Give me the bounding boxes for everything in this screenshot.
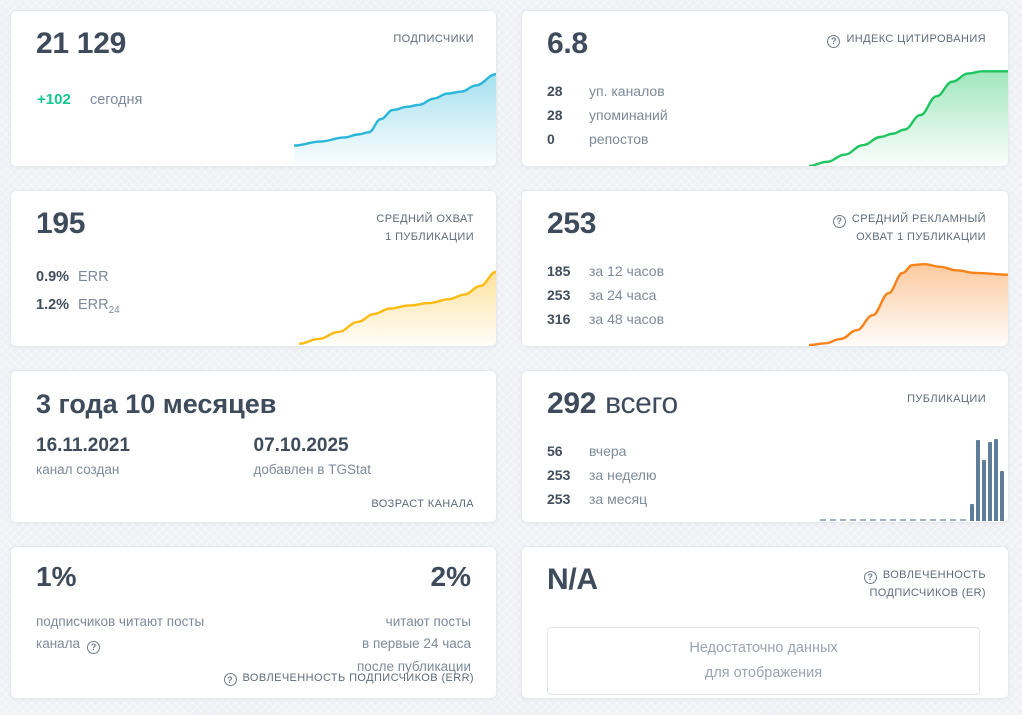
subscribers-delta-row: +102 сегодня — [37, 91, 142, 108]
card-citation-index-title: ? ИНДЕКС ЦИТИРОВАНИЯ — [827, 31, 986, 49]
avg-reach-sparkline-chart — [299, 268, 496, 346]
stat-mentioning-channels: 28 уп. каналов — [547, 83, 665, 99]
citation-index-value: 6.8 — [547, 27, 588, 60]
channel-created-date: 16.11.2021 — [36, 435, 131, 456]
publications-stats: 56 вчера 253 за неделю 253 за месяц — [547, 443, 656, 515]
publications-total-suffix: всего — [605, 387, 678, 420]
stat-reach-24h: 253 за 24 часа — [547, 287, 657, 303]
card-avg-ad-reach-title: ? СРЕДНИЙ РЕКЛАМНЫЙ ОХВАТ 1 ПУБЛИКАЦИИ — [832, 211, 986, 246]
card-citation-index-title-text: ИНДЕКС ЦИТИРОВАНИЯ — [846, 33, 986, 45]
card-er: ? ВОВЛЕЧЕННОСТЬ ПОДПИСЧИКОВ (ER) N/A Недо… — [521, 546, 1009, 699]
stat-pubs-week: 253 за неделю — [547, 467, 657, 483]
channel-added: 07.10.2025 добавлен в TGStat — [254, 435, 472, 477]
stat-reach-12h: 185 за 12 часов — [547, 263, 665, 279]
err-value: 1% — [36, 561, 77, 592]
card-subscribers-title-text: ПОДПИСЧИКИ — [393, 33, 474, 45]
avg-ad-reach-stats: 185 за 12 часов 253 за 24 часа 316 за 48… — [547, 263, 664, 335]
help-icon[interactable]: ? — [863, 570, 877, 584]
publication-bar — [988, 442, 992, 521]
publication-bar — [994, 439, 998, 521]
err24-value: 2% — [430, 561, 471, 592]
card-subscribers-title: ПОДПИСЧИКИ — [393, 31, 474, 49]
publication-bar — [1000, 470, 1004, 521]
channel-created-label: канал создан — [36, 462, 120, 477]
card-avg-reach: СРЕДНИЙ ОХВАТ 1 ПУБЛИКАЦИИ 195 0.9% ERR … — [10, 190, 497, 347]
publications-total: 292 всего — [547, 387, 678, 420]
channel-added-label: добавлен в TGStat — [253, 462, 371, 477]
help-icon[interactable]: ? — [223, 673, 237, 686]
citation-index-stats: 28 уп. каналов 28 упоминаний 0 репостов — [547, 83, 668, 155]
stat-reach-48h: 316 за 48 часов — [547, 311, 665, 327]
er-no-data-placeholder: Недостаточно данных для отображения — [547, 627, 980, 695]
publications-baseline — [820, 519, 966, 521]
card-subscribers: ПОДПИСЧИКИ 21 129 +102 сегодня — [10, 10, 497, 167]
avg-ad-reach-value: 253 — [547, 207, 597, 240]
avg-reach-value: 195 — [36, 207, 86, 240]
card-publications-title-text: ПУБЛИКАЦИИ — [907, 393, 986, 405]
citation-index-sparkline-chart — [809, 62, 1008, 166]
avg-reach-stats: 0.9% ERR 1.2% ERR24 — [36, 269, 120, 330]
channel-age-dates: 16.11.2021 канал создан 07.10.2025 добав… — [36, 435, 471, 477]
stat-pubs-yesterday: 56 вчера — [547, 443, 627, 459]
card-er-title-line1: ВОВЛЕЧЕННОСТЬ — [882, 569, 986, 581]
err-description: подписчиков читают посты канала? — [36, 614, 205, 655]
card-avg-ad-reach-title-line1: СРЕДНИЙ РЕКЛАМНЫЙ — [851, 213, 986, 225]
card-avg-ad-reach-title-line2: ОХВАТ 1 ПУБЛИКАЦИИ — [856, 230, 986, 243]
publications-bar-chart — [970, 439, 1004, 521]
card-avg-reach-title-line1: СРЕДНИЙ ОХВАТ — [376, 213, 474, 225]
er-value: N/A — [547, 563, 598, 596]
help-icon[interactable]: ? — [827, 34, 841, 48]
stat-err: 0.9% ERR — [36, 269, 109, 285]
err24-description: читают посты в первые 24 часа после публ… — [357, 614, 471, 674]
channel-age-value: 3 года 10 месяцев — [36, 389, 277, 419]
channel-added-date: 07.10.2025 — [253, 435, 349, 456]
card-publications-title: ПУБЛИКАЦИИ — [907, 391, 986, 409]
publication-bar — [976, 439, 980, 521]
subscribers-delta: +102 — [37, 91, 71, 108]
stat-pubs-month: 253 за месяц — [547, 491, 648, 507]
subscribers-delta-label: сегодня — [89, 92, 143, 108]
card-avg-ad-reach: ? СРЕДНИЙ РЕКЛАМНЫЙ ОХВАТ 1 ПУБЛИКАЦИИ 25… — [521, 190, 1009, 347]
card-avg-reach-title-line2: 1 ПУБЛИКАЦИИ — [385, 230, 474, 243]
subscribers-count: 21 129 — [36, 27, 126, 60]
card-er-title-line2: ПОДПИСЧИКОВ (ER) — [869, 586, 986, 599]
card-avg-reach-title: СРЕДНИЙ ОХВАТ 1 ПУБЛИКАЦИИ — [376, 211, 474, 246]
card-er-title: ? ВОВЛЕЧЕННОСТЬ ПОДПИСЧИКОВ (ER) — [863, 567, 986, 602]
stat-reposts: 0 репостов — [547, 131, 649, 147]
stat-mentions: 28 упоминаний — [547, 107, 668, 123]
avg-ad-reach-sparkline-chart — [809, 258, 1008, 346]
card-err: 1% 2% подписчиков читают посты канала? ч… — [10, 546, 497, 699]
channel-created: 16.11.2021 канал создан — [36, 435, 254, 477]
card-channel-age: 3 года 10 месяцев 16.11.2021 канал созда… — [10, 370, 497, 523]
channel-age-footer: ВОЗРАСТ КАНАЛА — [371, 498, 474, 510]
help-icon[interactable]: ? — [832, 214, 846, 228]
publication-bar — [982, 460, 986, 521]
publication-bar — [970, 503, 974, 521]
subscribers-sparkline-chart — [294, 64, 496, 166]
stat-err24: 1.2% ERR24 — [36, 297, 120, 316]
err-footer: ? ВОВЛЕЧЕННОСТЬ ПОДПИСЧИКОВ (ERR) — [223, 672, 474, 686]
help-icon[interactable]: ? — [87, 641, 101, 655]
card-publications: ПУБЛИКАЦИИ 292 всего 56 вчера 253 за неде… — [521, 370, 1009, 523]
card-citation-index: ? ИНДЕКС ЦИТИРОВАНИЯ 6.8 28 уп. каналов 2… — [521, 10, 1009, 167]
